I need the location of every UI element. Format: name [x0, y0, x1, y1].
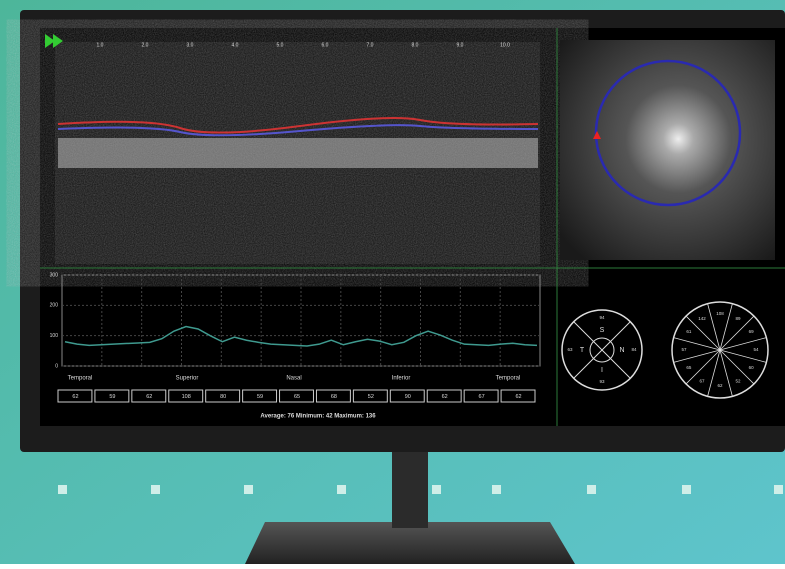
clock-line — [719, 337, 767, 351]
x-label: Temporal — [68, 376, 93, 382]
scale-label: 7.0 — [367, 42, 374, 48]
decor-dots — [58, 485, 783, 494]
value-text: 108 — [182, 394, 191, 400]
scale-label: 6.0 — [322, 42, 329, 48]
scale-label: 1.0 — [97, 42, 104, 48]
oct-band — [58, 138, 538, 168]
quadrant-chart — [561, 309, 643, 391]
value-box — [205, 389, 241, 403]
clock-value: 60 — [749, 365, 755, 370]
quadrant-line — [573, 321, 631, 379]
clock-value: 67 — [699, 378, 705, 383]
play-icon[interactable] — [45, 34, 55, 48]
quadrant-value: 63 — [567, 347, 573, 352]
x-label: Nasal — [286, 376, 301, 382]
value-text: 62 — [146, 394, 152, 400]
fundus-image — [560, 40, 775, 260]
value-text: 62 — [442, 394, 448, 400]
value-text: 80 — [220, 394, 226, 400]
scale-label: 8.0 — [412, 42, 419, 48]
value-text: 62 — [72, 394, 78, 400]
clock-value: 52 — [735, 378, 741, 383]
x-label: Superior — [176, 376, 199, 382]
quadrant-value: 94 — [599, 315, 605, 320]
y-tick-label: 200 — [50, 303, 59, 309]
scale-label: 9.0 — [457, 42, 464, 48]
quadrant-label: T — [580, 347, 585, 354]
stand-neck — [392, 448, 428, 528]
quadrant-label: I — [601, 367, 603, 374]
scan-marker — [593, 131, 601, 139]
scale-label: 4.0 — [232, 42, 239, 48]
clock-value: 61 — [686, 329, 692, 334]
clock-line — [685, 315, 721, 351]
clock-line — [719, 349, 733, 397]
value-box — [94, 389, 130, 403]
scale-label: 5.0 — [277, 42, 284, 48]
value-text: 59 — [109, 394, 115, 400]
quadrant-label: S — [600, 327, 605, 334]
clock-line — [685, 349, 721, 385]
quadrant-label: N — [619, 347, 624, 354]
value-box — [352, 389, 388, 403]
summary: Average: 76 Minimum: 42 Maximum: 136 — [260, 414, 376, 420]
value-box — [131, 389, 167, 403]
clock-line — [719, 349, 755, 385]
clock-value: 142 — [698, 316, 706, 321]
clock-line — [719, 303, 733, 351]
clock-line — [707, 303, 721, 351]
value-box — [315, 389, 351, 403]
clock-value: 62 — [717, 383, 723, 388]
clock-line — [707, 349, 721, 397]
value-text: 65 — [294, 394, 300, 400]
clock-line — [719, 315, 755, 351]
value-box — [242, 389, 278, 403]
value-box — [279, 389, 314, 403]
value-text: 59 — [257, 394, 263, 400]
value-text: 68 — [331, 394, 337, 400]
value-box — [426, 389, 462, 403]
value-text: 52 — [368, 394, 374, 400]
thickness-line — [64, 325, 538, 347]
play-icon[interactable] — [53, 34, 63, 48]
clock-value: 54 — [753, 347, 759, 352]
value-text: 62 — [515, 394, 521, 400]
y-tick-label: 300 — [50, 272, 59, 278]
value-text: 90 — [405, 394, 411, 400]
quadrant-inner — [589, 337, 615, 363]
value-box — [463, 389, 499, 403]
clock-value: 89 — [735, 316, 741, 321]
oct-layer — [57, 124, 539, 137]
quadrant-value: 93 — [599, 379, 605, 384]
quadrant-value: 84 — [631, 347, 637, 352]
clock-line — [673, 349, 721, 363]
clock-value: 108 — [716, 311, 724, 316]
clock-chart — [671, 301, 769, 399]
y-tick-label: 100 — [50, 333, 59, 339]
value-box — [57, 389, 93, 403]
value-box — [500, 389, 536, 403]
oct-layer — [57, 117, 539, 134]
value-text: 67 — [479, 394, 485, 400]
scale-label: 3.0 — [187, 42, 194, 48]
clock-line — [673, 337, 721, 351]
x-label: Temporal — [496, 376, 521, 382]
scale-label: 2.0 — [142, 42, 149, 48]
x-label: Inferior — [392, 376, 411, 382]
clock-value: 57 — [681, 347, 687, 352]
clock-value: 69 — [749, 329, 755, 334]
value-box — [389, 389, 425, 403]
stand-base — [245, 522, 575, 564]
y-tick-label: 0 — [55, 363, 58, 369]
clock-value: 65 — [686, 365, 692, 370]
value-box — [168, 389, 204, 403]
scale-label: 10.0 — [500, 42, 510, 48]
clock-line — [719, 349, 767, 363]
